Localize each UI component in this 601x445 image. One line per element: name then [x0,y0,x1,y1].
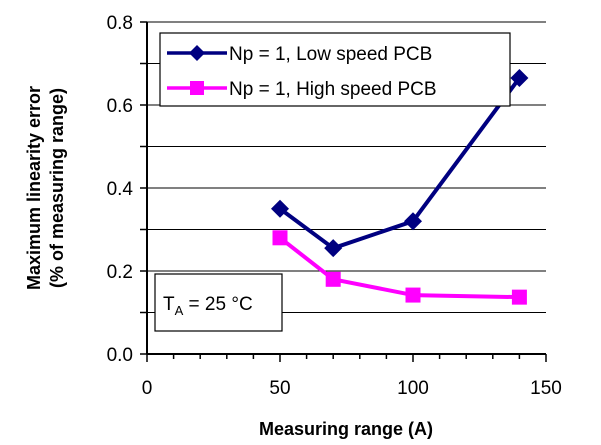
data-point [510,69,529,88]
series-layer [271,69,529,305]
x-axis-title: Measuring range (A) [259,419,433,439]
temperature-note-text: TA = 25 °C [163,294,253,318]
y-axis-title-line1: Maximum linearity error [24,86,44,290]
series-low-speed [271,69,529,258]
temperature-note-subscript: A [175,303,184,318]
ticks: 0.0 0.2 0.4 0.6 0.8 0 50 100 150 [107,13,562,399]
temperature-note-base: T [163,294,175,315]
data-point [404,212,422,231]
series-line [278,236,520,300]
y-tick-label: 0.0 [107,345,133,366]
y-axis-title-line2: (% of measuring range) [47,88,67,288]
legend-box [159,32,511,107]
data-point [325,271,341,287]
series-high-speed [272,230,527,305]
x-tick-label: 50 [269,378,290,399]
legend-marker-high-speed [190,81,204,95]
y-tick-label: 0.8 [107,13,133,34]
data-point [272,230,288,246]
legend: Np = 1, Low speed PCB Np = 1, High speed… [159,32,511,107]
y-tick-label: 0.4 [107,179,134,200]
series-line [278,76,522,251]
data-point [271,199,289,218]
y-tick-label: 0.2 [107,262,133,283]
x-tick-label: 0 [142,378,153,399]
data-point [511,289,527,305]
temperature-note: TA = 25 °C [154,273,283,332]
legend-marker-low-speed [189,45,205,61]
data-point [405,287,421,303]
x-tick-label: 150 [530,378,562,399]
data-point [324,239,343,258]
legend-label-high-speed: Np = 1, High speed PCB [229,79,437,100]
temperature-note-rest: = 25 °C [183,294,252,315]
y-tick-label: 0.6 [107,96,133,117]
legend-label-low-speed: Np = 1, Low speed PCB [229,44,432,65]
temperature-note-box [154,273,283,332]
x-tick-label: 100 [397,378,429,399]
